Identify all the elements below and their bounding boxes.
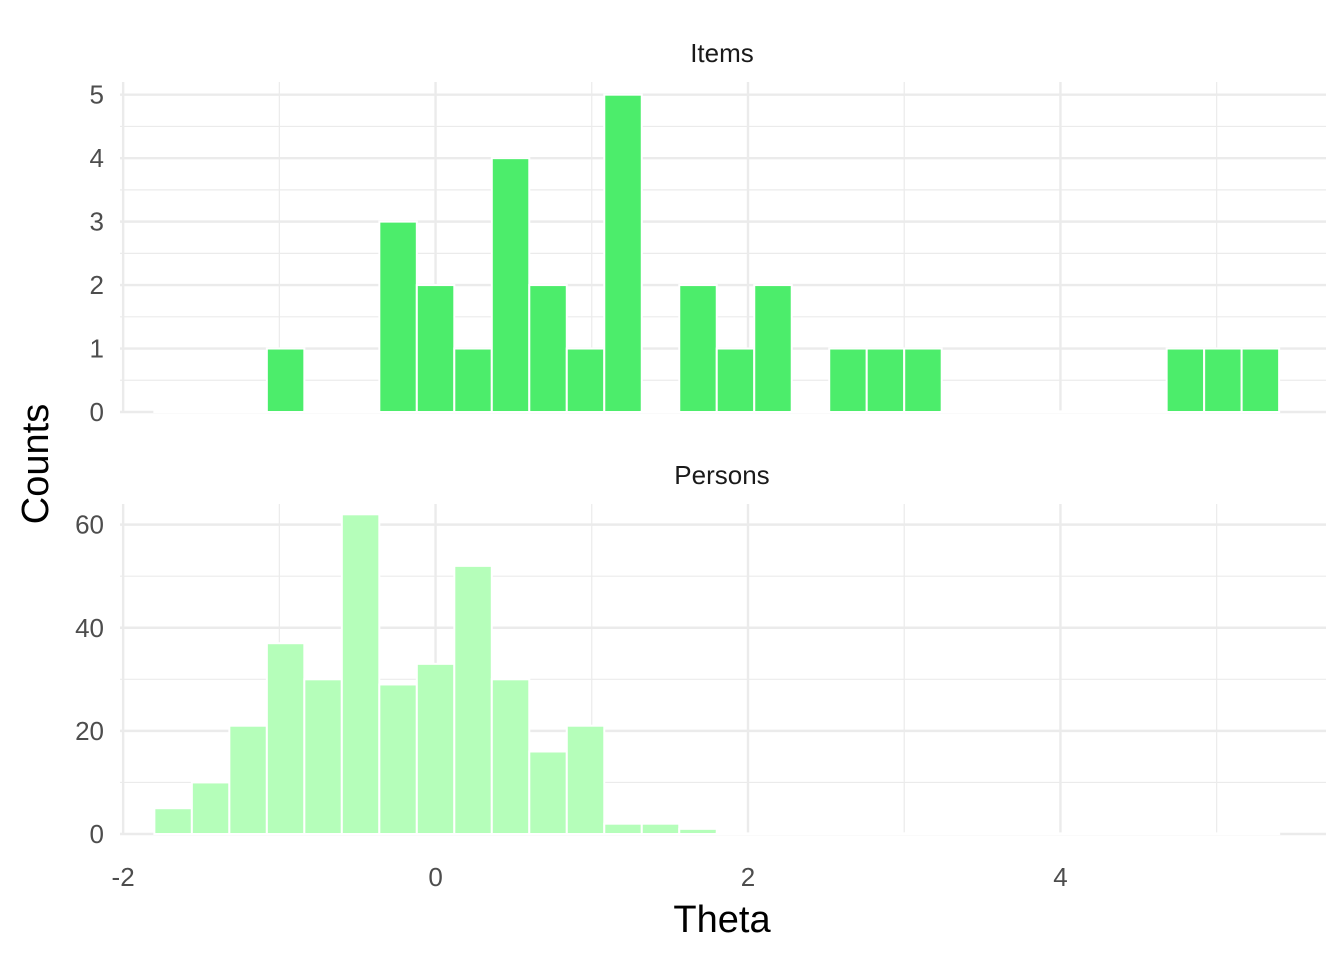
x-tick-label: 2 — [741, 862, 755, 892]
persons-histogram-bar — [603, 822, 643, 835]
persons-histogram-bar — [640, 822, 681, 835]
items-histogram-bar — [865, 347, 906, 413]
items-histogram-bar — [1240, 347, 1281, 413]
persons-y-tick-label: 0 — [90, 819, 104, 849]
persons-histogram-bar — [303, 678, 343, 835]
items-histogram-bar — [1165, 347, 1206, 413]
items-histogram-bar — [378, 220, 418, 413]
items-histogram-bar — [340, 410, 381, 413]
items-histogram-bar — [1090, 410, 1131, 413]
items-histogram-bar — [528, 284, 568, 414]
items-histogram-bar — [490, 157, 531, 413]
persons-histogram-bar — [1203, 832, 1243, 836]
persons-histogram-bar — [190, 781, 231, 835]
items-histogram-bar — [190, 410, 231, 413]
items-histogram-bar — [1128, 410, 1168, 413]
items-histogram-bar — [640, 410, 681, 413]
persons-histogram-bar — [978, 832, 1018, 836]
items-histogram-bar — [303, 410, 343, 413]
y-axis-title: Counts — [15, 404, 57, 524]
persons-histogram-bar — [828, 832, 868, 836]
persons-y-tick-label: 60 — [75, 510, 104, 540]
items-histogram-bar — [1053, 410, 1093, 413]
facet-items-panel: 0 1 2 3 4 5 Items — [90, 38, 1326, 427]
persons-histogram-bar — [1240, 832, 1281, 836]
persons-histogram-bar — [453, 564, 493, 835]
persons-histogram-bar — [265, 642, 306, 835]
persons-histogram-bar — [1053, 832, 1093, 836]
persons-histogram-bar — [753, 832, 793, 836]
persons-histogram-bar — [378, 683, 418, 835]
items-y-tick-label: 0 — [90, 397, 104, 427]
persons-histogram-bar — [490, 678, 531, 835]
x-tick-label: 4 — [1053, 862, 1067, 892]
persons-histogram-bar — [903, 832, 943, 836]
items-histogram-bar — [228, 410, 268, 413]
items-histogram-bar — [265, 347, 306, 413]
items-histogram-bar — [753, 284, 793, 414]
persons-histogram-bar — [715, 832, 756, 836]
persons-y-tick-label: 40 — [75, 613, 104, 643]
items-y-tick-label: 5 — [90, 80, 104, 110]
persons-histogram-bar — [940, 832, 981, 836]
items-histogram-bar — [903, 347, 943, 413]
items-histogram-bar — [1015, 410, 1056, 413]
items-histogram-bar — [603, 93, 643, 413]
persons-histogram-bar — [228, 724, 268, 835]
items-histogram-bar — [678, 284, 718, 414]
persons-histogram-bar — [1015, 832, 1056, 836]
items-histogram-bar — [715, 347, 756, 413]
x-axis-title: Theta — [673, 899, 771, 941]
items-histogram-bar — [153, 410, 193, 413]
x-tick-label: -2 — [112, 862, 135, 892]
items-histogram-bar — [565, 347, 606, 413]
facet-items-strip-label: Items — [690, 38, 754, 68]
persons-histogram-bar — [678, 827, 718, 835]
items-y-tick-label: 2 — [90, 270, 104, 300]
facet-persons-strip-label: Persons — [674, 460, 769, 490]
x-axis-ticks: -2 0 2 4 — [112, 862, 1068, 892]
items-histogram-bar — [453, 347, 493, 413]
persons-histogram-bar — [1128, 832, 1168, 836]
items-histogram-bar — [415, 284, 456, 414]
items-histogram-bar — [1203, 347, 1243, 413]
facet-persons-panel: 0 20 40 60 Persons — [75, 460, 1326, 849]
persons-histogram-bar — [865, 832, 906, 836]
persons-histogram-bar — [340, 513, 381, 835]
x-tick-label: 0 — [428, 862, 442, 892]
items-histogram-bar — [940, 410, 981, 413]
persons-y-tick-label: 20 — [75, 716, 104, 746]
persons-histogram-bar — [1090, 832, 1131, 836]
items-histogram-bar — [828, 347, 868, 413]
persons-histogram-bar — [1165, 832, 1206, 836]
persons-histogram-bar — [565, 724, 606, 835]
persons-histogram-bar — [528, 750, 568, 835]
items-y-tick-label: 4 — [90, 143, 104, 173]
items-histogram-bar — [978, 410, 1018, 413]
items-y-tick-label: 3 — [90, 207, 104, 237]
persons-histogram-bar — [790, 832, 831, 836]
persons-histogram-bar — [153, 807, 193, 835]
items-y-tick-label: 1 — [90, 334, 104, 364]
persons-histogram-bar — [415, 662, 456, 835]
items-histogram-bar — [790, 410, 831, 413]
